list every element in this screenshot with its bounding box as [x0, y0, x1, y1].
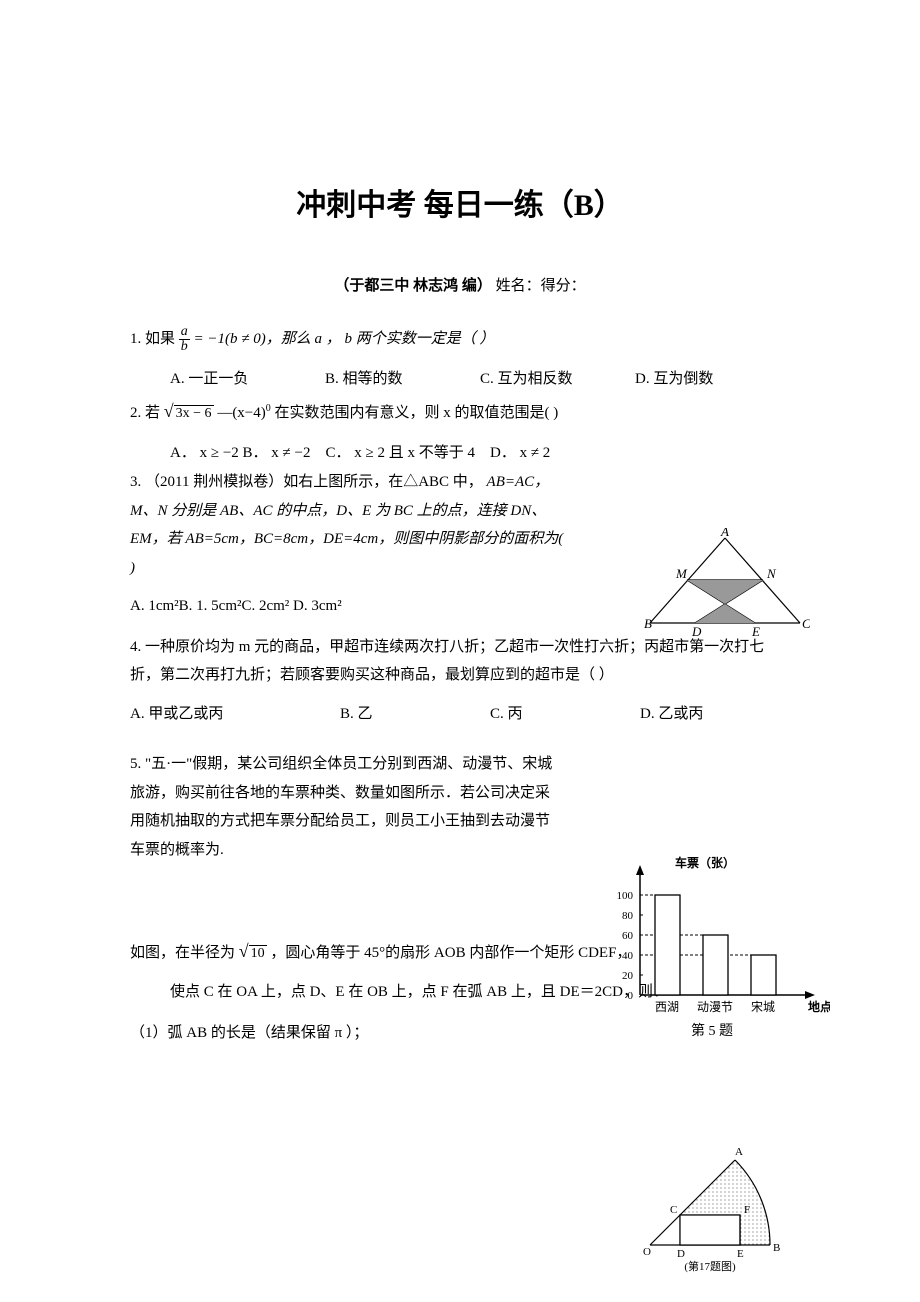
q2-radicand: 3x − 6 [174, 405, 214, 421]
ytick-5: 100 [617, 890, 634, 902]
q6-line1-prefix: 如图，在半径为 [130, 945, 235, 961]
q1-opt-b: B. 相等的数 [325, 364, 480, 394]
subtitle: （于都三中 林志鸿 编） 姓名：得分： [130, 274, 790, 295]
q2-opt-b: B． x ≠ −2 [243, 445, 311, 461]
q6-sqrt: √10 [239, 934, 267, 968]
tri-label-c: C [802, 616, 810, 631]
q1-mid: = −1(b ≠ 0)，那么 a ， b 两个实数一定是（ ） [194, 331, 495, 347]
question-4: 4. 一种原价均为 m 元的商品，甲超市连续两次打八折；乙超市一次性打六折；丙超… [130, 633, 790, 690]
subtitle-fields: 姓名：得分： [496, 278, 586, 294]
ytick-2: 40 [622, 950, 634, 962]
page-title: 冲刺中考 每日一练（B） [130, 180, 790, 224]
subtitle-author: （于都三中 林志鸿 编） [334, 278, 495, 294]
tri-label-d: D [691, 624, 702, 638]
sec-caption: (第17题图) [684, 1259, 736, 1273]
bar-dongman [703, 935, 728, 995]
triangle-diagram: A B C M N D E [640, 528, 810, 638]
ytick-0: 0 [628, 990, 634, 1002]
sec-d: D [677, 1248, 685, 1260]
question-1: 1. 如果 a b = −1(b ≠ 0)，那么 a ， b 两个实数一定是（ … [130, 325, 790, 354]
sec-a: A [735, 1146, 743, 1158]
tri-label-b: B [644, 616, 652, 631]
sec-e: E [737, 1248, 744, 1260]
chart-xlabel: 地点 [808, 999, 830, 1014]
q2-prefix: 2. 若 [130, 405, 160, 421]
q2-mid2: 在实数范围内有意义，则 x 的取值范围是( ) [275, 405, 559, 421]
ytick-1: 20 [622, 970, 634, 982]
cat-1: 动漫节 [697, 1000, 733, 1014]
ytick-3: 60 [622, 930, 634, 942]
sec-c: C [670, 1204, 677, 1216]
q1-prefix: 1. 如果 [130, 331, 175, 347]
cat-0: 西湖 [655, 999, 679, 1014]
sec-f: F [744, 1204, 750, 1216]
tri-label-m: M [675, 566, 688, 581]
bar-songcheng [751, 955, 776, 995]
q2-opt-d: D． x ≠ 2 [490, 445, 550, 461]
chart-yticks: 0 20 40 60 80 100 [617, 890, 634, 1002]
q2-mid1: —(x−4) [217, 405, 265, 421]
q2-opt-c: C． x ≥ 2 且 x 不等于 4 [325, 445, 475, 461]
q6-line1-suffix: ，圆心角等于 45°的扇形 AOB 内部作一个矩形 CDEF， [270, 945, 631, 961]
tri-label-e: E [751, 624, 760, 638]
cat-2: 宋城 [751, 999, 775, 1014]
q1-opt-c: C. 互为相反数 [480, 364, 635, 394]
q4-options: A. 甲或乙或丙 B. 乙 C. 丙 D. 乙或丙 [130, 700, 790, 729]
barchart-diagram: 车票（张） 0 20 40 60 80 100 西湖 动漫节 宋城 地点 第 5… [595, 855, 830, 1045]
bar-xihu [655, 895, 680, 995]
q5-text: 5. "五·一"假期，某公司组织全体员工分别到西湖、动漫节、宋城旅游，购买前往各… [130, 756, 552, 858]
q3-line1: 3. （2011 荆州模拟卷）如右上图所示，在△ABC 中， [130, 474, 483, 490]
q3-line3: AB=5cm，BC=8cm，DE=4cm，则图中阴影部分的面积为( ) [130, 531, 563, 576]
q4-opt-b: B. 乙 [340, 700, 490, 729]
question-2: 2. 若 √3x − 6 —(x−4)0 在实数范围内有意义，则 x 的取值范围… [130, 394, 790, 428]
q2-sqrt: √3x − 6 [164, 394, 214, 428]
q1-opt-a: A. 一正一负 [170, 364, 325, 394]
q6-line3: （1）弧 AB 的长是（结果保留 π ）； [130, 1025, 368, 1041]
question-3: 3. （2011 荆州模拟卷）如右上图所示，在△ABC 中， AB=AC，M、N… [130, 468, 570, 582]
q4-text: 4. 一种原价均为 m 元的商品，甲超市连续两次打八折；乙超市一次性打六折；丙超… [130, 639, 764, 684]
q2-sup: 0 [266, 403, 271, 414]
q4-opt-a: A. 甲或乙或丙 [130, 700, 340, 729]
q1-options: A. 一正一负 B. 相等的数 C. 互为相反数 D. 互为倒数 [170, 364, 790, 394]
q1-fraction: a b [179, 325, 190, 354]
tri-label-a: A [720, 528, 729, 539]
q1-opt-d: D. 互为倒数 [635, 364, 790, 394]
q3-opts: A. 1cm²B. 1. 5cm²C. 2cm² D. 3cm² [130, 598, 342, 614]
question-5: 5. "五·一"假期，某公司组织全体员工分别到西湖、动漫节、宋城旅游，购买前往各… [130, 750, 560, 864]
chart-caption: 第 5 题 [691, 1022, 733, 1039]
ytick-4: 80 [622, 910, 634, 922]
sec-o: O [643, 1246, 651, 1258]
q2-opt-a: A． x ≥ −2 [170, 445, 239, 461]
q4-opt-c: C. 丙 [490, 700, 640, 729]
q1-frac-num: a [179, 325, 190, 340]
q2-options: A． x ≥ −2 B． x ≠ −2 C． x ≥ 2 且 x 不等于 4 D… [170, 438, 790, 468]
q6-radicand: 10 [249, 945, 267, 961]
sector-diagram: O A B C D E F (第17题图) [640, 1135, 790, 1275]
q1-frac-den: b [179, 340, 190, 354]
sec-b: B [773, 1242, 780, 1254]
tri-label-n: N [766, 566, 777, 581]
chart-ylabel: 车票（张） [675, 855, 735, 870]
q6-line2: 使点 C 在 OA 上，点 D、E 在 OB 上，点 F 在弧 AB 上，且 D… [170, 984, 668, 1000]
q4-opt-d: D. 乙或丙 [640, 700, 790, 729]
